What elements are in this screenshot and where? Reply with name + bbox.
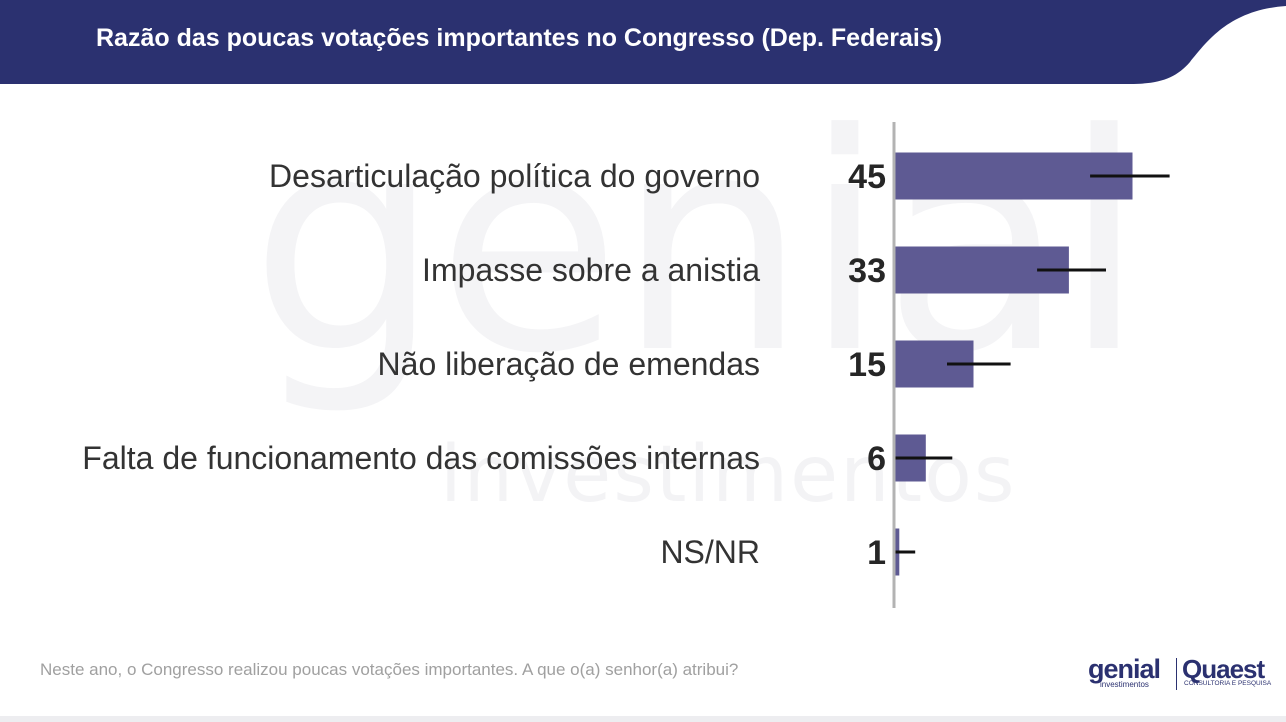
category-label: Impasse sobre a anistia bbox=[422, 252, 760, 288]
genial-logo: genial bbox=[1088, 654, 1161, 684]
category-label: NS/NR bbox=[660, 534, 760, 570]
labels-layer: Desarticulação política do governo 45 Impa… bbox=[82, 158, 886, 572]
logo-separator bbox=[1176, 658, 1177, 690]
value-label: 15 bbox=[848, 346, 886, 384]
header-shape bbox=[0, 0, 1286, 84]
category-label: Não liberação de emendas bbox=[378, 346, 760, 382]
bars-layer bbox=[894, 152, 1170, 576]
header-banner bbox=[0, 0, 1286, 84]
genial-logo-sub: investimentos bbox=[1100, 680, 1149, 689]
category-label: Falta de funcionamento das comissões int… bbox=[82, 440, 760, 476]
value-label: 6 bbox=[867, 440, 886, 478]
value-label: 1 bbox=[867, 534, 886, 572]
footnote-question: Neste ano, o Congresso realizou poucas v… bbox=[40, 660, 739, 679]
logos: genial investimentos Quaest CONSULTORIA … bbox=[1088, 654, 1272, 696]
quaest-logo-sub: CONSULTORIA E PESQUISA bbox=[1184, 680, 1272, 687]
category-label: Desarticulação política do governo bbox=[269, 158, 760, 194]
quaest-logo: Quaest bbox=[1182, 654, 1265, 684]
value-label: 45 bbox=[848, 158, 886, 196]
page-title: Razão das poucas votações importantes no… bbox=[96, 24, 943, 52]
value-label: 33 bbox=[848, 252, 886, 290]
bottom-border bbox=[0, 716, 1286, 722]
